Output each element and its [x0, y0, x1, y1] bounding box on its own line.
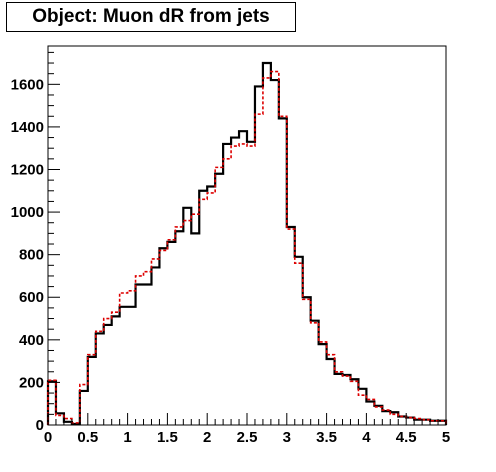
y-tick-label: 0	[36, 417, 44, 434]
y-tick-label: 1400	[11, 119, 44, 136]
x-tick-label: 4	[362, 429, 371, 446]
histogram-series-dashed	[47, 70, 447, 425]
y-tick-label: 1600	[11, 76, 44, 93]
y-tick-label: 800	[19, 247, 44, 264]
y-tick-label: 200	[19, 374, 44, 391]
x-tick-label: 2	[203, 429, 211, 446]
y-tick-label: 1200	[11, 161, 44, 178]
x-tick-label: 3	[283, 429, 291, 446]
x-tick-label: 2.5	[237, 429, 258, 446]
x-tick-label: 1	[123, 429, 131, 446]
x-tick-label: 0.5	[77, 429, 98, 446]
plot-frame	[47, 45, 447, 426]
histogram-series-solid	[46, 61, 448, 426]
x-tick-label: 1.5	[157, 429, 178, 446]
x-tick-label: 3.5	[316, 429, 337, 446]
y-tick-label: 1000	[11, 204, 44, 221]
chart-title: Object: Muon dR from jets	[6, 2, 296, 32]
x-tick-label: 4.5	[396, 429, 417, 446]
x-tick-label: 5	[442, 429, 450, 446]
x-tick-label: 0	[44, 429, 52, 446]
y-tick-label: 400	[19, 332, 44, 349]
y-tick-label: 600	[19, 289, 44, 306]
